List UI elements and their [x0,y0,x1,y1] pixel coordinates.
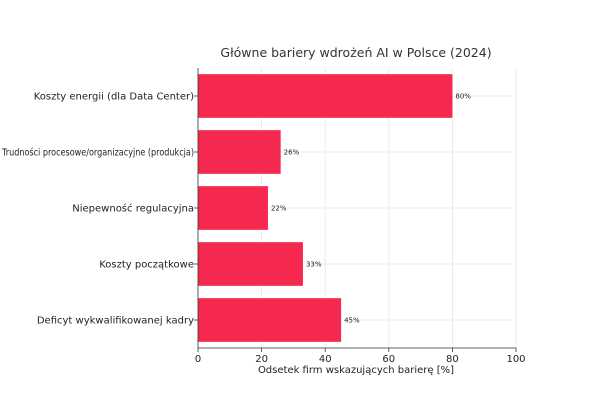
category-label: Trudności procesowe/organizacyjne (produ… [1,147,194,159]
axes: Koszty energii (dla Data Center) Trudnośc… [1,68,526,365]
bar [198,186,268,230]
x-tick-label: 20 [255,354,268,365]
bar [198,242,303,286]
category-label: Koszty energii (dla Data Center) [34,92,194,103]
x-tick-label: 100 [506,354,525,365]
bar [198,298,342,342]
x-tick-label: 80 [446,354,459,365]
bar-value-label: 26% [284,149,300,157]
x-axis-label: Odsetek firm wskazujących barierę [%] [258,365,454,376]
category-label: Niepewność regulacyjna [72,203,194,215]
bars: 80% 26% 22% 33% 45% [198,74,471,342]
chart-title: Główne bariery wdrożeń AI w Polsce (2024… [220,45,491,60]
bar [198,74,453,118]
x-tick-label: 60 [382,354,395,365]
bar-value-label: 33% [306,261,322,269]
x-tick-label: 0 [195,354,201,365]
category-label: Koszty początkowe [99,260,194,271]
bar-value-label: 80% [455,93,471,101]
bar-value-label: 22% [271,205,287,213]
bar-value-label: 45% [344,317,360,325]
category-label: Deficyt wykwalifikowanej kadry [37,316,194,327]
bar [198,130,281,174]
x-tick-label: 40 [319,354,332,365]
